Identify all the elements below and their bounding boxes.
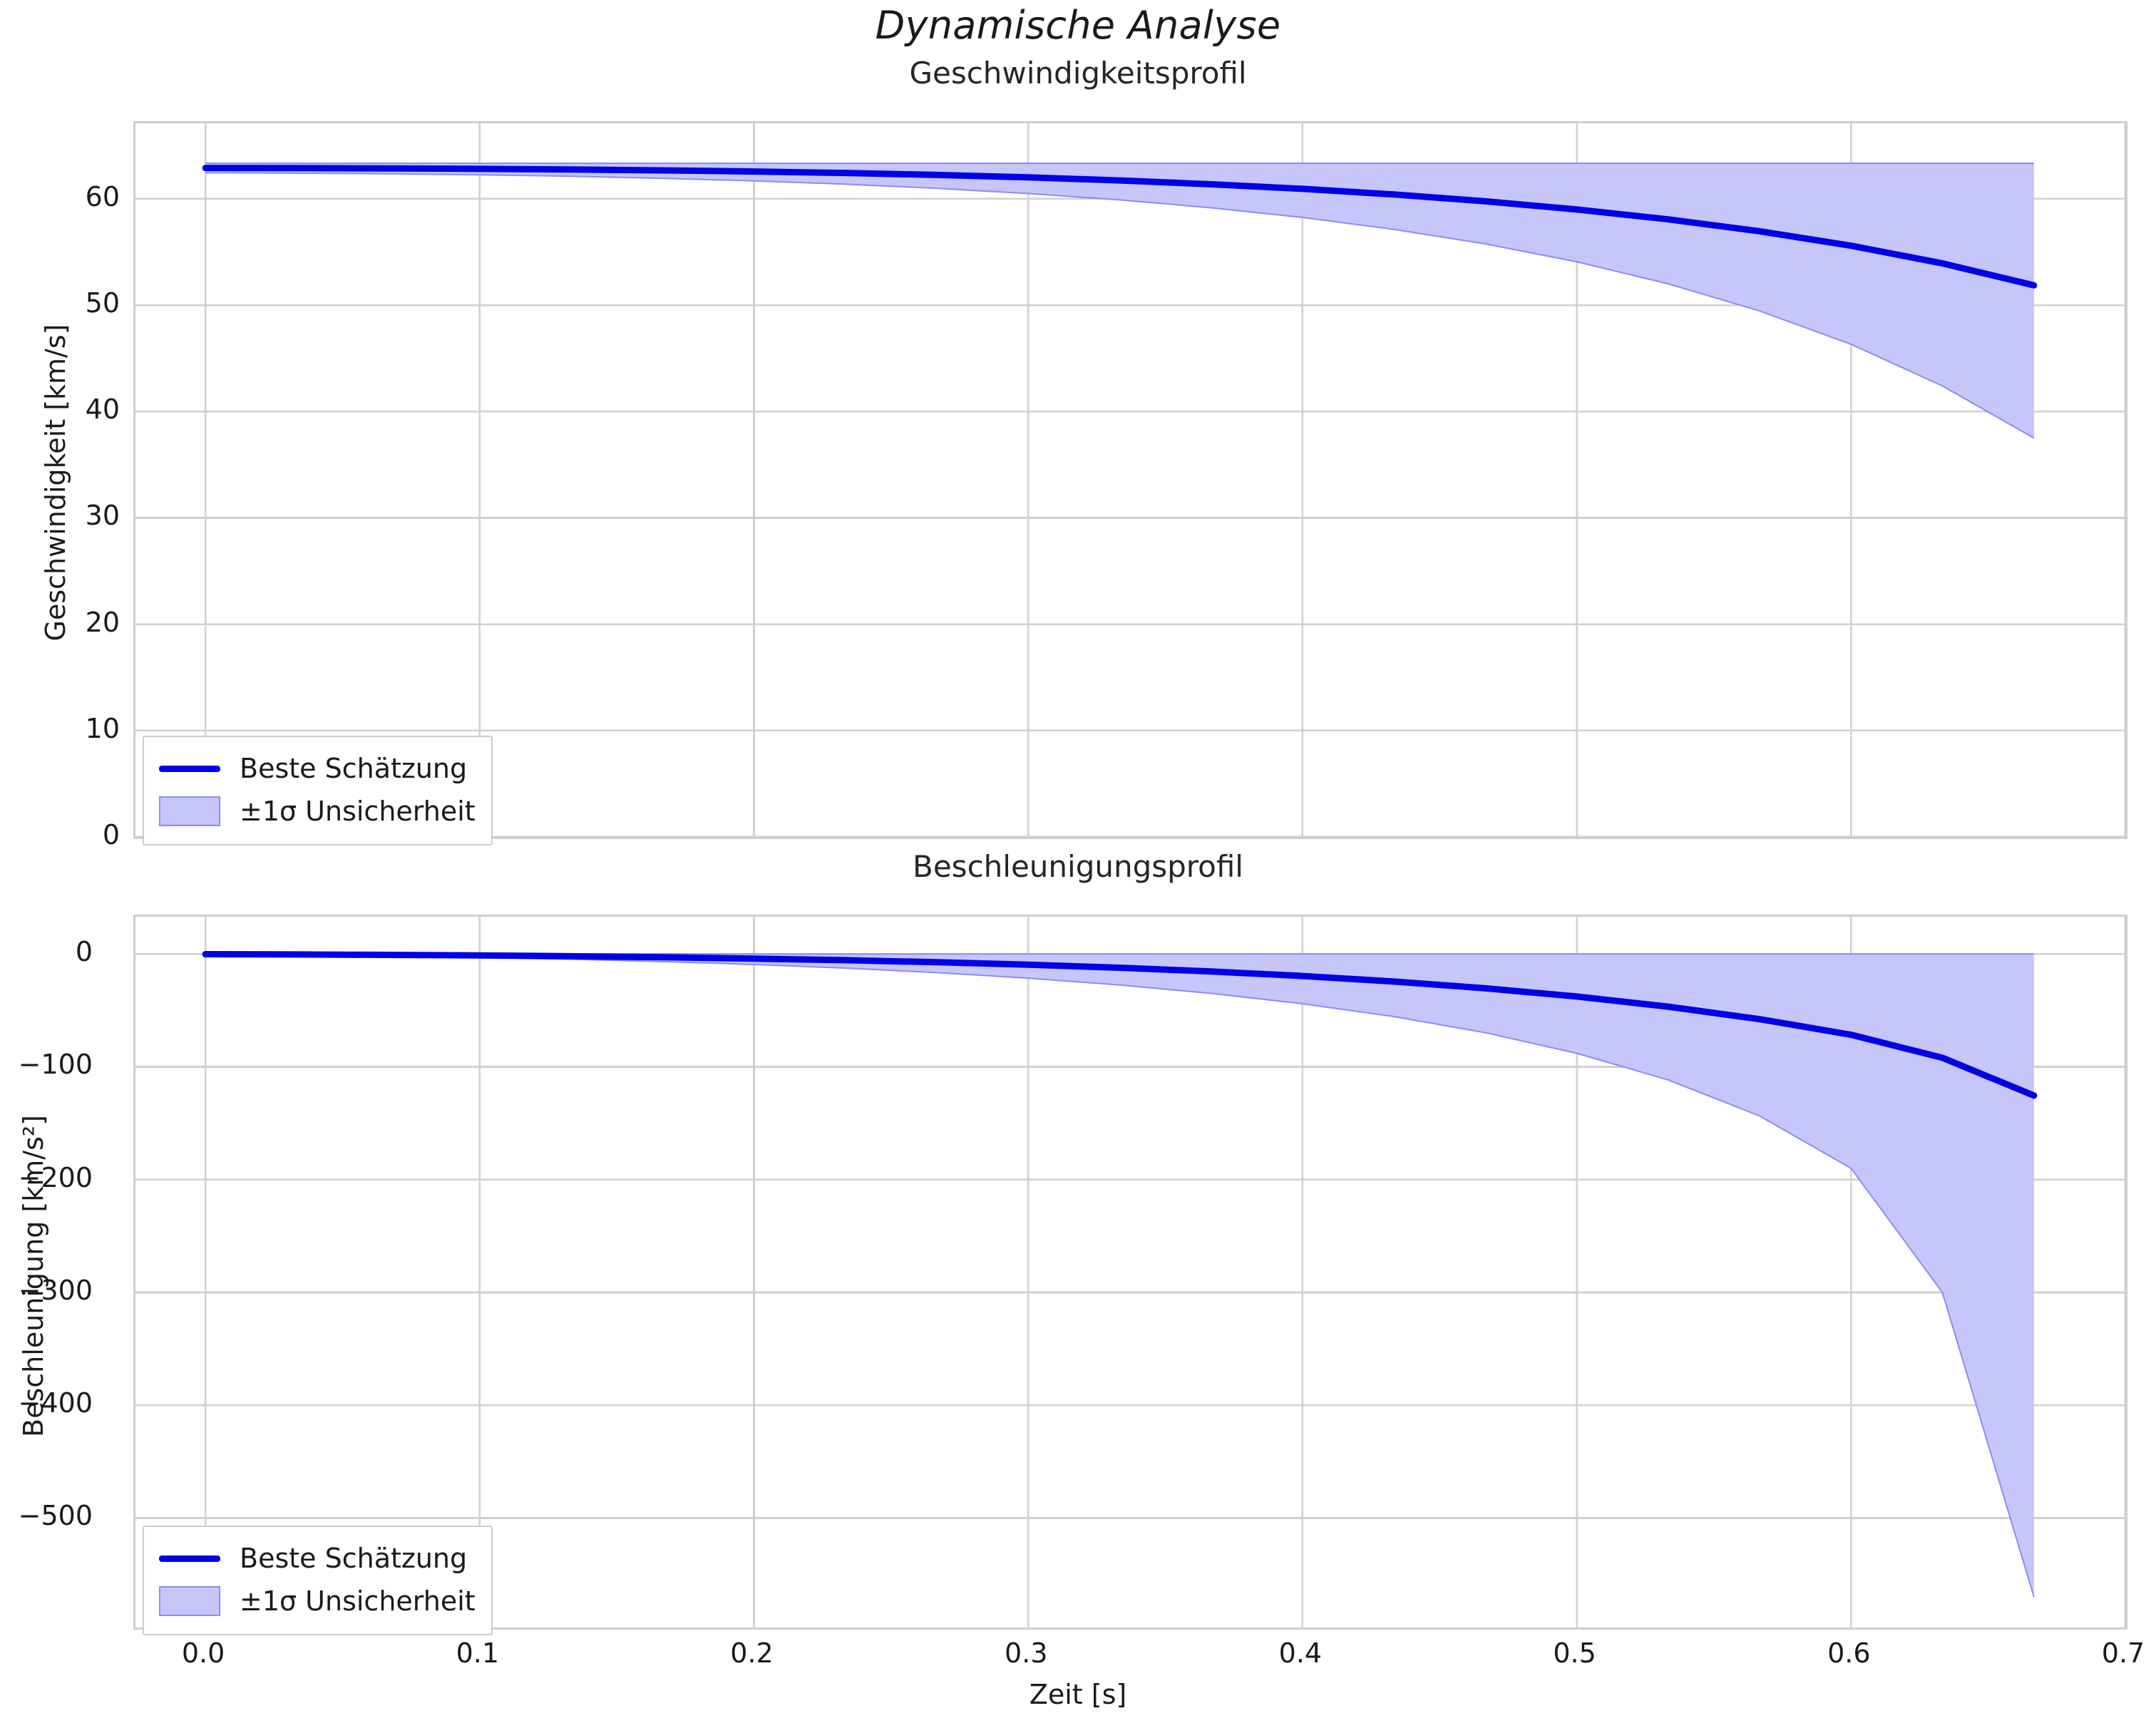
acceleration-plot-area <box>133 915 2127 1630</box>
legend-line-key <box>157 1543 222 1574</box>
legend-row-estimate: Beste Schätzung <box>157 747 476 790</box>
acceleration-legend: Beste Schätzung ±1σ Unsicherheit <box>143 1526 493 1635</box>
figure-suptitle: Dynamische Analyse <box>875 3 1281 48</box>
y-tick-label: −500 <box>18 1500 93 1532</box>
y-tick-label: −200 <box>18 1161 93 1193</box>
y-tick-label: 40 <box>85 394 120 426</box>
legend-label-uncertainty: ±1σ Unsicherheit <box>240 1585 476 1617</box>
legend-patch-key <box>157 796 222 827</box>
velocity-y-axis-label: Geschwindigkeit [km/s] <box>40 324 71 642</box>
x-tick-label: 0.0 <box>181 1637 225 1669</box>
x-tick-label: 0.4 <box>1278 1637 1323 1669</box>
y-tick-label: −300 <box>18 1274 93 1306</box>
y-tick-label: 60 <box>85 180 120 212</box>
x-axis-label: Zeit [s] <box>1029 1679 1127 1710</box>
y-tick-label: 0 <box>75 936 93 968</box>
velocity-plot-svg <box>135 123 2125 837</box>
velocity-legend: Beste Schätzung ±1σ Unsicherheit <box>143 736 493 845</box>
y-tick-label: −100 <box>18 1049 93 1081</box>
legend-line-key <box>157 753 222 784</box>
acceleration-y-axis-label: Beschleunigung [km/s²] <box>18 1115 49 1437</box>
y-tick-label: 10 <box>85 712 120 744</box>
velocity-plot-area <box>133 121 2127 839</box>
y-tick-label: −400 <box>18 1387 93 1419</box>
legend-patch-key <box>157 1585 222 1617</box>
legend-label-uncertainty: ±1σ Unsicherheit <box>240 796 476 827</box>
x-tick-label: 0.5 <box>1553 1637 1596 1669</box>
x-tick-label: 0.2 <box>730 1637 774 1669</box>
legend-label-estimate: Beste Schätzung <box>240 1543 468 1574</box>
acceleration-subplot-title: Beschleunigungsprofil <box>913 849 1243 884</box>
legend-row-uncertainty: ±1σ Unsicherheit <box>157 1580 476 1622</box>
y-tick-label: 30 <box>85 500 120 532</box>
acceleration-plot-svg <box>135 917 2125 1627</box>
y-tick-label: 50 <box>85 287 120 319</box>
x-tick-label: 0.7 <box>2101 1637 2145 1669</box>
legend-row-estimate: Beste Schätzung <box>157 1537 476 1580</box>
legend-row-uncertainty: ±1σ Unsicherheit <box>157 790 476 833</box>
legend-label-estimate: Beste Schätzung <box>240 753 468 784</box>
x-tick-label: 0.6 <box>1827 1637 1871 1669</box>
x-tick-label: 0.1 <box>456 1637 500 1669</box>
y-tick-label: 20 <box>85 606 120 638</box>
x-tick-label: 0.3 <box>1004 1637 1048 1669</box>
velocity-subplot-title: Geschwindigkeitsprofil <box>909 56 1247 91</box>
y-tick-label: 0 <box>102 819 120 850</box>
